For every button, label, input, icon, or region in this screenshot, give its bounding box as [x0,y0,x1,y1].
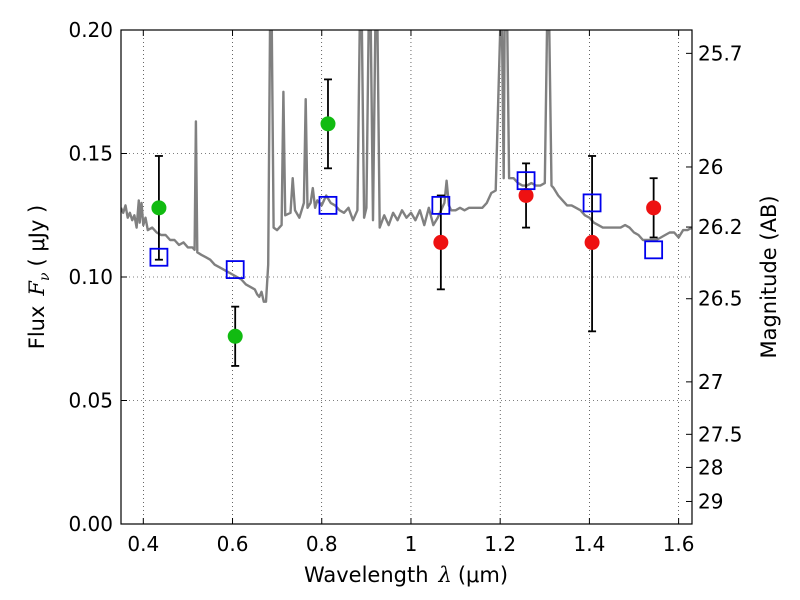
model-point [516,171,536,191]
y-axis-title: Flux Fν ( μJy ) [25,205,53,349]
y2-tick-label: 27.5 [698,422,743,446]
observed-point [227,328,243,344]
x-tick-label: 1.6 [663,532,695,556]
y-axis-label-unit: ( μJy ) [25,205,49,267]
model-point [644,240,664,260]
observed-point [584,234,600,250]
observed-point [433,234,449,250]
x-axis-label-unit: (μm) [458,563,508,587]
data-layer [121,30,692,303]
ticks: 0.4 0.6 0.8 1 1.2 1.4 1.6 0.00 0.05 0.10 0.15 0.20 2… [68,18,742,556]
y-axis-label-text: Flux [25,306,49,350]
y-tick-label: 0.20 [68,18,113,42]
x-tick-label: 1.2 [484,532,516,556]
x-tick-label: 0.6 [217,532,249,556]
y2-tick-label: 29 [698,489,723,513]
plot-frame [120,29,693,525]
grid [121,29,692,525]
model-point [582,193,602,213]
x-tick-label: 0.8 [306,532,338,556]
x-axis-title: Wavelength λ (μm) [304,563,508,587]
y-tick-label: 0.05 [68,389,113,413]
x-tick-label: 1.4 [573,532,605,556]
x-tick-label: 1 [405,532,418,556]
y2-tick-label: 25.7 [698,41,743,65]
model-point [225,260,245,279]
y2-axis-title: Magnitude (AB) [757,195,781,358]
x-axis-label-text: Wavelength [304,563,429,587]
y2-tick-label: 28 [698,455,723,479]
y-tick-label: 0.00 [68,512,113,536]
x-axis-label-symbol: λ [438,563,452,587]
marker-layer [149,78,664,367]
y-axis-label-subscript: ν [37,272,53,281]
model-point [318,195,338,215]
y2-tick-label: 26 [698,155,723,179]
y2-tick-label: 27 [698,370,723,394]
model-point [149,247,169,267]
y-tick-label: 0.15 [68,142,113,166]
y-tick-label: 0.10 [68,265,113,289]
observed-point [646,200,662,216]
x-tick-label: 0.4 [127,532,159,556]
model-point [431,195,451,215]
y2-tick-label: 26.2 [698,215,743,239]
observed-point [320,116,336,132]
spectrum-line [121,30,692,303]
observed-point [151,200,167,216]
observed-point [518,187,534,203]
y2-tick-label: 26.5 [698,287,743,311]
y-axis-label-symbol: F [25,280,49,297]
